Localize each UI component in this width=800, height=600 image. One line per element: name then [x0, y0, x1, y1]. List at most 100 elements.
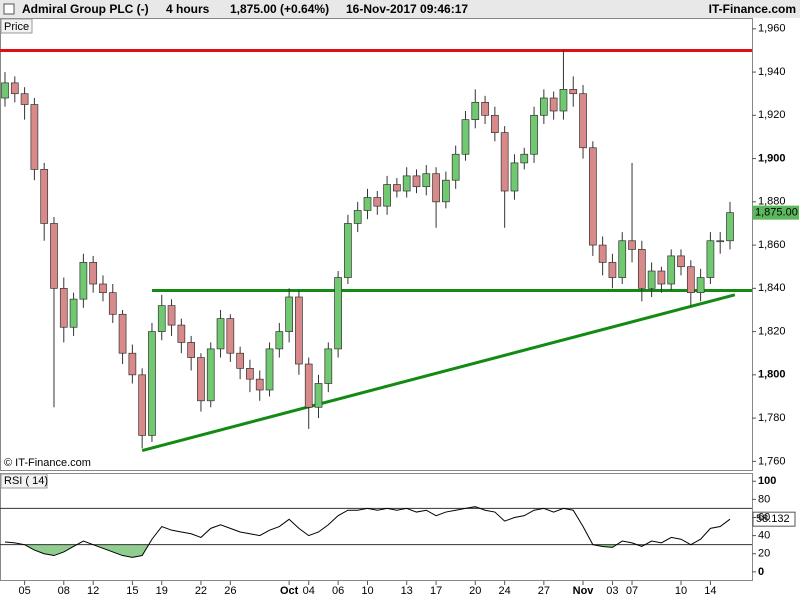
candle-body — [500, 132, 509, 192]
x-tick-label: 03 — [606, 585, 618, 597]
candle-body — [628, 240, 636, 250]
candle-body — [99, 283, 107, 294]
candle-body — [177, 324, 186, 343]
candle-body — [442, 179, 450, 203]
candle-body — [569, 89, 578, 95]
candle-body — [432, 173, 440, 203]
candle-body — [686, 266, 695, 294]
candle-body — [726, 212, 734, 242]
header-icon[interactable] — [3, 3, 15, 15]
header-title: Admiral Group PLC (-) — [22, 2, 149, 16]
y-tick-label: 60 — [758, 511, 770, 523]
last-rsi-box — [752, 511, 796, 527]
panel-label: Price — [4, 21, 29, 33]
last-price-box — [753, 205, 799, 220]
x-tick-label: 19 — [156, 585, 168, 597]
candle-body — [275, 331, 284, 350]
x-tick-label: 15 — [126, 585, 138, 597]
candle-body — [383, 184, 391, 207]
x-tick-label: 04 — [303, 585, 315, 597]
candle-body — [696, 277, 705, 294]
header-interval: 4 hours — [166, 2, 210, 16]
header-timestamp: 16-Nov-2017 09:46:17 — [346, 2, 468, 16]
x-tick-label: 07 — [626, 585, 638, 597]
candle-body — [667, 255, 676, 285]
rsi-low-fill — [5, 544, 730, 558]
candle-body — [471, 101, 480, 120]
trend-line — [141, 293, 736, 452]
candle-body — [540, 97, 548, 116]
last-price-label: 1,875.00 — [755, 207, 798, 219]
y-tick-label: 1,880 — [758, 196, 786, 208]
y-tick-label: 1,800 — [758, 369, 786, 381]
candle-body — [108, 292, 117, 315]
candle-body — [265, 348, 274, 391]
rsi-line — [4, 506, 731, 558]
candle-body — [412, 175, 421, 188]
candle-body — [491, 114, 499, 133]
candle-body — [637, 249, 646, 289]
candle-body — [79, 262, 88, 300]
x-tick-label: Oct — [280, 585, 299, 597]
candle-body — [236, 352, 244, 369]
candle-body — [618, 240, 627, 278]
panel-label: RSI ( 14) — [4, 475, 48, 487]
candle-body — [451, 153, 460, 181]
x-tick-label: 26 — [224, 585, 236, 597]
candle-body — [373, 197, 382, 207]
candle-body — [402, 175, 411, 192]
x-tick-label: 20 — [469, 585, 481, 597]
candle-body — [579, 93, 587, 149]
x-tick-label: 08 — [58, 585, 70, 597]
x-tick-label: 22 — [195, 585, 207, 597]
candle-body — [304, 363, 313, 408]
x-tick-label: 06 — [332, 585, 344, 597]
watermark: © IT-Finance.com — [4, 457, 91, 469]
header-quote: 1,875.00 (+0.64%) — [230, 2, 329, 16]
price-panel — [0, 18, 753, 471]
candle-body — [422, 173, 431, 188]
candle-body — [393, 184, 401, 192]
y-tick-label: 100 — [758, 475, 776, 487]
candle-body — [167, 305, 176, 326]
candle-body — [148, 331, 156, 436]
y-tick-label: 1,840 — [758, 282, 786, 294]
candle-body — [588, 147, 597, 246]
candle-body — [353, 210, 362, 224]
candle-body — [344, 223, 352, 278]
y-tick-label: 1,760 — [758, 455, 786, 467]
y-tick-label: 20 — [758, 548, 770, 560]
candle-body — [10, 82, 19, 95]
candle-body — [197, 357, 205, 402]
candle-body — [481, 101, 489, 116]
candle-body — [246, 368, 254, 380]
candle-body — [226, 318, 235, 354]
x-tick-label: 13 — [401, 585, 413, 597]
candle-body — [1, 82, 9, 99]
x-tick-label: 12 — [87, 585, 99, 597]
y-tick-label: 1,780 — [758, 412, 786, 424]
candle-body — [118, 313, 127, 354]
y-tick-label: 1,960 — [758, 23, 786, 35]
candle-body — [157, 305, 166, 332]
candle-body — [608, 262, 617, 278]
y-tick-label: 1,820 — [758, 325, 786, 337]
candle-body — [324, 348, 333, 384]
x-tick-label: 17 — [430, 585, 442, 597]
candle-body — [20, 93, 29, 105]
candle-body — [50, 223, 58, 289]
candle-body — [187, 342, 195, 358]
candle-body — [138, 374, 147, 436]
y-tick-label: 80 — [758, 493, 770, 505]
candle-body — [363, 197, 372, 211]
candle-body — [128, 352, 137, 376]
candle-body — [657, 270, 666, 285]
candle-body — [461, 119, 470, 155]
x-tick-label: 24 — [499, 585, 511, 597]
y-tick-label: 0 — [758, 566, 764, 578]
candle-body — [40, 169, 49, 224]
x-tick-label: 14 — [704, 585, 716, 597]
x-tick-label: 10 — [675, 585, 687, 597]
x-tick-label: 10 — [361, 585, 373, 597]
